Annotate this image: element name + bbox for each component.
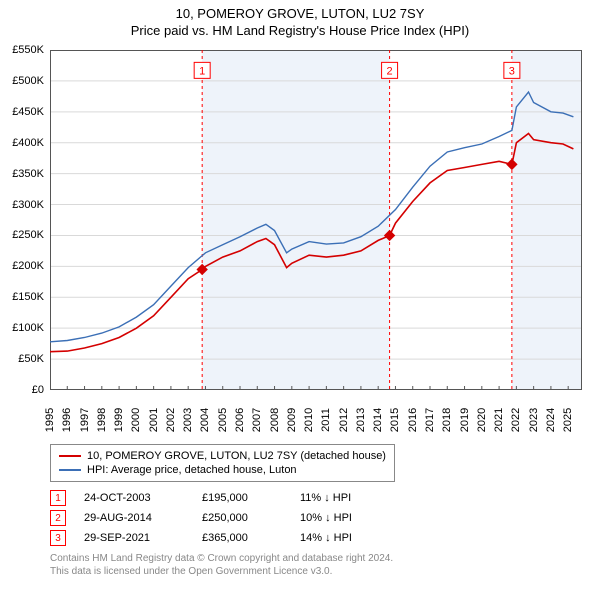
x-tick-label: 2011 [320,408,332,432]
x-tick-label: 2014 [372,408,384,432]
chart-title-address: 10, POMEROY GROVE, LUTON, LU2 7SY [0,6,600,21]
chart-plot-area: 1 2 3 [50,50,582,390]
y-tick-label: £500K [12,75,44,87]
y-tick-label: £50K [18,353,44,365]
x-tick-label: 2020 [476,408,488,432]
y-tick-label: £400K [12,137,44,149]
sale-marker-icon: 3 [50,530,66,546]
y-tick-label: £100K [12,322,44,334]
sale-price: £195,000 [202,492,282,504]
x-tick-label: 2007 [251,408,263,432]
x-tick-label: 2012 [338,408,350,432]
x-tick-label: 2023 [528,408,540,432]
x-tick-label: 1999 [113,408,125,432]
sale-price: £250,000 [202,512,282,524]
chart-title-sub: Price paid vs. HM Land Registry's House … [0,23,600,38]
y-tick-label: £150K [12,291,44,303]
x-tick-label: 2000 [130,408,142,432]
x-tick-label: 2018 [441,408,453,432]
legend-label: HPI: Average price, detached house, Luto… [87,464,297,476]
sale-marker-icon: 1 [50,490,66,506]
svg-text:3: 3 [509,65,515,77]
sale-hpi-delta: 10% ↓ HPI [300,512,390,524]
x-tick-label: 2005 [217,408,229,432]
sale-date: 29-AUG-2014 [84,512,184,524]
svg-text:2: 2 [387,65,393,77]
legend-item-price-paid: 10, POMEROY GROVE, LUTON, LU2 7SY (detac… [59,449,386,463]
sales-table: 1 24-OCT-2003 £195,000 11% ↓ HPI 2 29-AU… [50,488,390,548]
x-tick-label: 2008 [269,408,281,432]
sale-hpi-delta: 14% ↓ HPI [300,532,390,544]
legend: 10, POMEROY GROVE, LUTON, LU2 7SY (detac… [50,444,395,482]
x-tick-label: 2019 [459,408,471,432]
y-axis: £0£50K£100K£150K£200K£250K£300K£350K£400… [0,50,50,390]
x-tick-label: 1996 [61,408,73,432]
x-tick-label: 2002 [165,408,177,432]
sale-price: £365,000 [202,532,282,544]
x-axis: 1995199619971998199920002001200220032004… [50,390,582,440]
y-tick-label: £450K [12,106,44,118]
sale-date: 29-SEP-2021 [84,532,184,544]
y-tick-label: £250K [12,229,44,241]
x-tick-label: 2004 [199,408,211,432]
x-tick-label: 2025 [562,408,574,432]
attribution-line: Contains HM Land Registry data © Crown c… [50,552,393,565]
y-tick-label: £200K [12,260,44,272]
sale-date: 24-OCT-2003 [84,492,184,504]
legend-label: 10, POMEROY GROVE, LUTON, LU2 7SY (detac… [87,450,386,462]
x-tick-label: 1997 [79,408,91,432]
legend-item-hpi: HPI: Average price, detached house, Luto… [59,463,386,477]
y-tick-label: £350K [12,168,44,180]
x-tick-label: 2013 [355,408,367,432]
sale-hpi-delta: 11% ↓ HPI [300,492,390,504]
sale-marker-icon: 2 [50,510,66,526]
x-tick-label: 2016 [407,408,419,432]
x-tick-label: 1995 [44,408,56,432]
y-tick-label: £300K [12,199,44,211]
x-tick-label: 2017 [424,408,436,432]
x-tick-label: 2010 [303,408,315,432]
x-tick-label: 2006 [234,408,246,432]
sale-row: 1 24-OCT-2003 £195,000 11% ↓ HPI [50,488,390,508]
y-tick-label: £550K [12,44,44,56]
attribution-line: This data is licensed under the Open Gov… [50,565,393,578]
x-tick-label: 2024 [545,408,557,432]
x-tick-label: 1998 [96,408,108,432]
x-tick-label: 2021 [493,408,505,432]
sale-row: 2 29-AUG-2014 £250,000 10% ↓ HPI [50,508,390,528]
y-tick-label: £0 [32,384,44,396]
legend-swatch [59,455,81,457]
x-tick-label: 2015 [389,408,401,432]
legend-swatch [59,469,81,471]
svg-text:1: 1 [199,65,205,77]
x-tick-label: 2001 [148,408,160,432]
sale-row: 3 29-SEP-2021 £365,000 14% ↓ HPI [50,528,390,548]
x-tick-label: 2009 [286,408,298,432]
x-tick-label: 2022 [510,408,522,432]
x-tick-label: 2003 [182,408,194,432]
attribution: Contains HM Land Registry data © Crown c… [50,552,393,578]
